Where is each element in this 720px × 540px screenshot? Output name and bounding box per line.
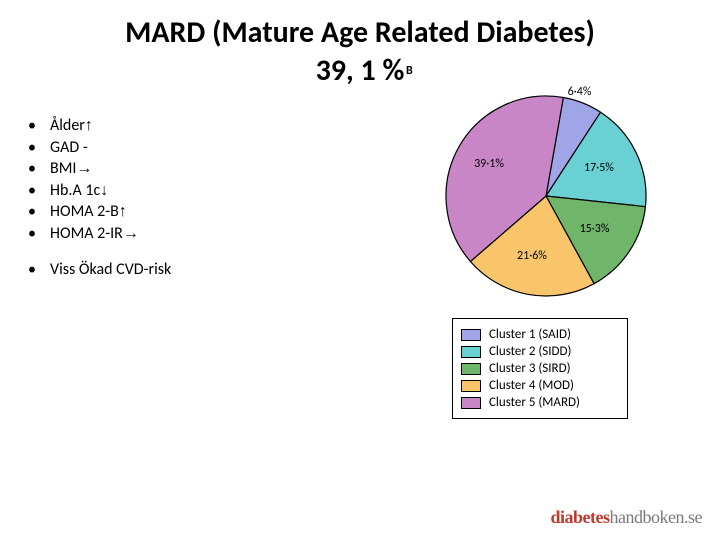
panel-label: B <box>406 64 413 78</box>
list-item-label: Hb.A 1c <box>50 180 100 202</box>
legend-swatch-icon <box>461 380 481 392</box>
legend-label: Cluster 5 (MARD) <box>489 395 580 410</box>
legend: Cluster 1 (SAID) Cluster 2 (SIDD) Cluster … <box>452 318 628 419</box>
list-item-label: GAD - <box>50 137 88 159</box>
pie-slice-label: 39·1% <box>474 157 504 171</box>
legend-swatch-icon <box>461 397 481 409</box>
legend-item: Cluster 3 (SIRD) <box>461 361 619 376</box>
bullet-dot-icon: • <box>28 180 50 202</box>
pie-slice-label: 17·5% <box>584 161 614 175</box>
legend-label: Cluster 1 (SAID) <box>489 327 571 342</box>
list-item-label: Viss Ökad CVD-risk <box>50 259 171 281</box>
title-line2: 39, 1 % <box>0 52 720 90</box>
bullet-dot-icon: • <box>28 223 50 245</box>
legend-item: Cluster 4 (MOD) <box>461 378 619 393</box>
legend-swatch-icon <box>461 329 481 341</box>
bullet-dot-icon: • <box>28 137 50 159</box>
arrow-icon: ↑ <box>85 115 93 137</box>
pie-slice-label: 6·4% <box>568 85 592 99</box>
arrow-icon: ↓ <box>100 180 108 202</box>
bullet-dot-icon: • <box>28 115 50 137</box>
footer-part1: diabetes <box>551 507 610 527</box>
legend-item: Cluster 5 (MARD) <box>461 395 619 410</box>
legend-label: Cluster 4 (MOD) <box>489 378 574 393</box>
legend-swatch-icon <box>461 363 481 375</box>
bullet-dot-icon: • <box>28 259 50 281</box>
footer-brand: diabeteshandboken.se <box>551 507 702 528</box>
list-item-label: HOMA 2-B <box>50 201 119 223</box>
list-item-label: BMI <box>50 158 76 180</box>
legend-label: Cluster 3 (SIRD) <box>489 361 571 376</box>
arrow-icon: ↑ <box>119 201 127 223</box>
pie-chart-area: 6·4%17·5%15·3%21·6%39·1% Cluster 1 (SAID… <box>398 92 698 419</box>
pie-slice-label: 15·3% <box>580 222 610 236</box>
legend-swatch-icon <box>461 346 481 358</box>
list-item-label: HOMA 2-IR <box>50 223 123 245</box>
title-line1: MARD (Mature Age Related Diabetes) <box>0 14 720 52</box>
pie-chart: 6·4%17·5%15·3%21·6%39·1% <box>442 92 650 300</box>
legend-label: Cluster 2 (SIDD) <box>489 344 572 359</box>
pie-slice-label: 21·6% <box>517 249 547 263</box>
bullet-dot-icon: • <box>28 158 50 180</box>
arrow-icon: → <box>123 223 139 245</box>
bullet-dot-icon: • <box>28 201 50 223</box>
list-item-label: Ålder <box>50 115 85 137</box>
legend-item: Cluster 1 (SAID) <box>461 327 619 342</box>
footer-part2: handboken.se <box>610 507 702 527</box>
page-title: MARD (Mature Age Related Diabetes) 39, 1… <box>0 0 720 89</box>
legend-item: Cluster 2 (SIDD) <box>461 344 619 359</box>
arrow-icon: → <box>76 158 92 180</box>
